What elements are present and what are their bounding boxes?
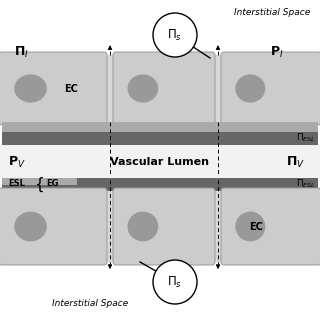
- Bar: [2, 178, 318, 191]
- Bar: [2, 132, 318, 145]
- Ellipse shape: [14, 212, 47, 241]
- Circle shape: [153, 13, 197, 57]
- Text: {: {: [34, 176, 44, 192]
- Text: $\mathbf{P}_I$: $\mathbf{P}_I$: [270, 44, 284, 60]
- Ellipse shape: [14, 75, 47, 103]
- Text: EC: EC: [249, 221, 263, 231]
- Bar: [2, 191, 318, 262]
- FancyBboxPatch shape: [221, 52, 320, 125]
- FancyBboxPatch shape: [113, 52, 215, 125]
- Text: $\mathbf{\Pi}_V$: $\mathbf{\Pi}_V$: [286, 155, 305, 170]
- Text: EC: EC: [64, 84, 78, 93]
- Text: $\Pi_s$: $\Pi_s$: [167, 275, 182, 290]
- Ellipse shape: [127, 75, 158, 103]
- Bar: [2, 122, 318, 132]
- FancyBboxPatch shape: [221, 188, 320, 265]
- Text: $\Pi_{ESL}$: $\Pi_{ESL}$: [296, 178, 316, 190]
- Text: $\mathbf{\Pi}_I$: $\mathbf{\Pi}_I$: [14, 44, 29, 60]
- Text: Vascular Lumen: Vascular Lumen: [110, 157, 210, 167]
- Text: EG: EG: [46, 180, 59, 188]
- Text: Interstitial Space: Interstitial Space: [52, 299, 128, 308]
- Text: $\mathbf{P}_V$: $\mathbf{P}_V$: [8, 155, 26, 170]
- Bar: [2, 178, 77, 185]
- FancyBboxPatch shape: [0, 188, 107, 265]
- Ellipse shape: [235, 212, 265, 241]
- Text: $\Pi_s$: $\Pi_s$: [167, 28, 182, 43]
- FancyBboxPatch shape: [113, 188, 215, 265]
- Circle shape: [153, 260, 197, 304]
- Ellipse shape: [127, 212, 158, 241]
- FancyBboxPatch shape: [0, 52, 107, 125]
- Text: Interstitial Space: Interstitial Space: [234, 8, 310, 17]
- Text: ESL: ESL: [8, 180, 25, 188]
- Bar: [2, 55, 318, 122]
- Bar: [0, 145, 320, 178]
- Ellipse shape: [235, 75, 265, 103]
- Text: $\Pi_{ESL}$: $\Pi_{ESL}$: [296, 132, 316, 144]
